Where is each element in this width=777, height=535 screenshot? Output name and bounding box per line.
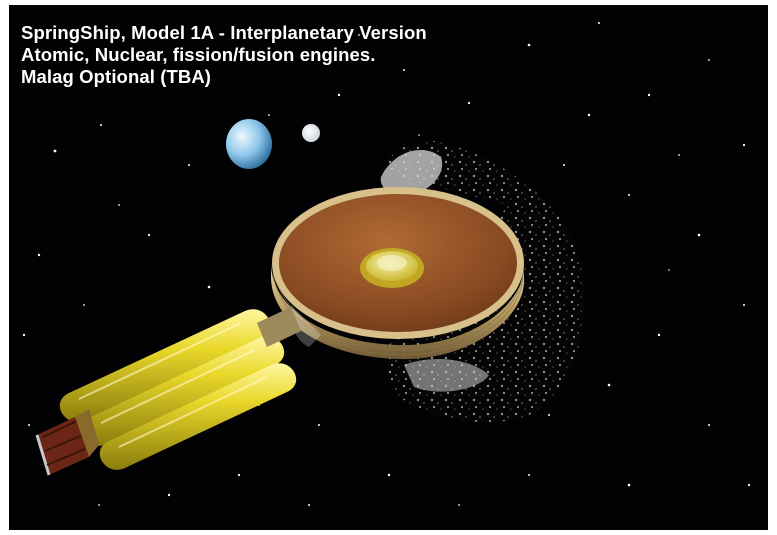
engine-nozzle [35,409,99,476]
caption-line-3: Malag Optional (TBA) [21,66,212,87]
caption-line-1: SpringShip, Model 1A - Interplanetary Ve… [21,22,427,43]
space-scene [22,22,751,506]
caption-line-2: Atomic, Nuclear, fission/fusion engines. [21,44,376,65]
image-frame: SpringShip, Model 1A - Interplanetary Ve… [9,5,768,530]
connector-strut [257,307,301,347]
image-caption: SpringShip, Model 1A - Interplanetary Ve… [21,22,427,88]
star-field [22,22,751,506]
moon [302,124,320,142]
dome-hatch [360,248,424,288]
planet [226,119,272,169]
fuel-tanks [59,309,297,470]
